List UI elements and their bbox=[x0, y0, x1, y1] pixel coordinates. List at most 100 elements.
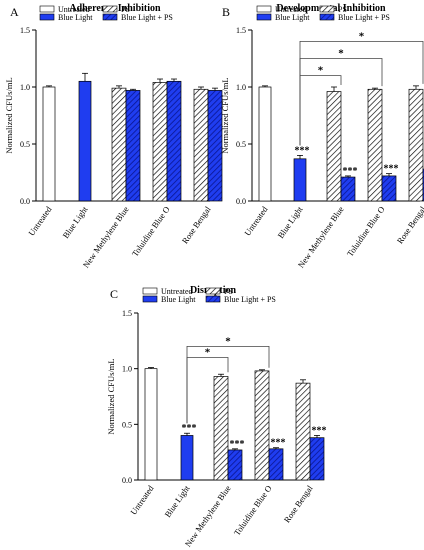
bar bbox=[180, 435, 194, 481]
legend: Untreated PS Blue Light Blue Light + PS bbox=[39, 5, 173, 22]
x-tick-label: Blue Light bbox=[275, 204, 305, 240]
x-tick-label: New Methylene Blue bbox=[183, 483, 233, 548]
x-tick-label: Untreated bbox=[242, 204, 270, 238]
y-tick-label: 1.0 bbox=[20, 83, 30, 92]
x-tick-label: Rose Bengal bbox=[180, 204, 213, 246]
significance-stars: *** bbox=[384, 164, 399, 175]
legend: Untreated PS Blue Light Blue Light + PS bbox=[142, 287, 276, 304]
panel-label: A bbox=[10, 5, 19, 19]
bar bbox=[125, 90, 141, 202]
bar bbox=[408, 88, 424, 202]
y-axis-label: Normalized CFUs/mL bbox=[220, 77, 230, 153]
bar bbox=[254, 370, 270, 481]
legend-label-ps: PS bbox=[338, 5, 347, 14]
legend-swatch-blue-light bbox=[256, 13, 272, 21]
y-axis-label: Normalized CFUs/mL bbox=[106, 358, 116, 434]
x-tick-label: Blue Light bbox=[60, 204, 90, 240]
x-tick-label: Toluidine Blue O bbox=[345, 204, 387, 258]
y-axis-label: Normalized CFUs/mL bbox=[4, 77, 14, 153]
significance-stars: *** bbox=[312, 425, 327, 436]
legend-swatch-untreated bbox=[39, 5, 55, 13]
x-tick-label: Rose Bengal bbox=[395, 204, 424, 246]
y-tick-label: 1.0 bbox=[122, 365, 132, 374]
bar bbox=[166, 80, 182, 202]
legend-label-blue-light: Blue Light bbox=[161, 295, 196, 304]
bar bbox=[193, 88, 209, 202]
x-tick-label: Blue Light bbox=[162, 483, 192, 519]
x-tick-label: Untreated bbox=[26, 204, 54, 238]
bar bbox=[258, 86, 272, 202]
y-tick-label: 1.5 bbox=[20, 26, 30, 35]
legend-swatch-blue-light-ps bbox=[319, 13, 335, 21]
panel-label: C bbox=[110, 287, 118, 301]
bar bbox=[326, 91, 342, 202]
legend-label-ps: PS bbox=[224, 287, 233, 296]
bar bbox=[293, 158, 307, 202]
legend-swatch-blue-light-ps bbox=[102, 13, 118, 21]
y-tick-label: 0.0 bbox=[122, 476, 132, 485]
legend-label-blue-light: Blue Light bbox=[275, 13, 310, 22]
legend-label-untreated: Untreated bbox=[161, 287, 193, 296]
y-tick-label: 1.0 bbox=[236, 83, 246, 92]
bracket-star: * bbox=[359, 30, 365, 42]
y-tick-label: 0.0 bbox=[20, 197, 30, 206]
bracket-star: * bbox=[225, 335, 231, 347]
bar bbox=[144, 368, 158, 481]
legend-label-ps: PS bbox=[121, 5, 130, 14]
legend-label-blue-light-ps: Blue Light + PS bbox=[338, 13, 390, 22]
bar bbox=[227, 449, 243, 481]
legend-swatch-untreated bbox=[256, 5, 272, 13]
legend-label-blue-light: Blue Light bbox=[58, 13, 93, 22]
y-tick-label: 0.5 bbox=[122, 420, 132, 429]
y-tick-label: 1.5 bbox=[236, 26, 246, 35]
legend-swatch-blue-light bbox=[39, 13, 55, 21]
bracket-star: * bbox=[338, 48, 344, 60]
legend-swatch-ps bbox=[205, 287, 221, 295]
x-tick-label: New Methylene Blue bbox=[81, 204, 131, 269]
bar bbox=[78, 80, 92, 202]
legend-swatch-blue-light bbox=[142, 295, 158, 303]
x-tick-label: Toluidine Blue O bbox=[130, 204, 172, 258]
y-tick-label: 0.5 bbox=[20, 140, 30, 149]
significance-stars: *** bbox=[230, 439, 245, 450]
comparison-bracket bbox=[186, 346, 270, 424]
bar bbox=[340, 176, 356, 202]
legend-label-blue-light-ps: Blue Light + PS bbox=[121, 13, 173, 22]
significance-stars: *** bbox=[182, 423, 197, 434]
legend-swatch-ps bbox=[319, 5, 335, 13]
significance-stars: *** bbox=[343, 166, 358, 177]
legend-swatch-blue-light-ps bbox=[205, 295, 221, 303]
bar bbox=[213, 376, 229, 481]
y-tick-label: 0.0 bbox=[236, 197, 246, 206]
legend-swatch-untreated bbox=[142, 287, 158, 295]
legend: Untreated PS Blue Light Blue Light + PS bbox=[256, 5, 390, 22]
legend-swatch-ps bbox=[102, 5, 118, 13]
x-tick-label: Untreated bbox=[128, 483, 156, 517]
x-tick-label: Toluidine Blue O bbox=[232, 483, 274, 537]
bar bbox=[295, 382, 311, 481]
significance-stars: *** bbox=[295, 145, 310, 156]
x-tick-label: Rose Bengal bbox=[282, 483, 315, 525]
legend-label-untreated: Untreated bbox=[275, 5, 307, 14]
bar bbox=[381, 175, 397, 202]
x-tick-label: New Methylene Blue bbox=[296, 204, 346, 269]
legend-label-untreated: Untreated bbox=[58, 5, 90, 14]
bracket-star: * bbox=[318, 65, 324, 77]
bar bbox=[111, 87, 127, 202]
panel-label: B bbox=[222, 5, 230, 19]
y-tick-label: 0.5 bbox=[236, 140, 246, 149]
bar bbox=[268, 448, 284, 481]
bar bbox=[42, 86, 56, 202]
y-tick-label: 1.5 bbox=[122, 309, 132, 318]
legend-label-blue-light-ps: Blue Light + PS bbox=[224, 295, 276, 304]
bar bbox=[367, 88, 383, 202]
comparison-bracket bbox=[299, 41, 424, 146]
bracket-star: * bbox=[205, 347, 211, 359]
bar bbox=[309, 437, 325, 481]
significance-stars: *** bbox=[271, 438, 286, 449]
bar bbox=[152, 82, 168, 202]
